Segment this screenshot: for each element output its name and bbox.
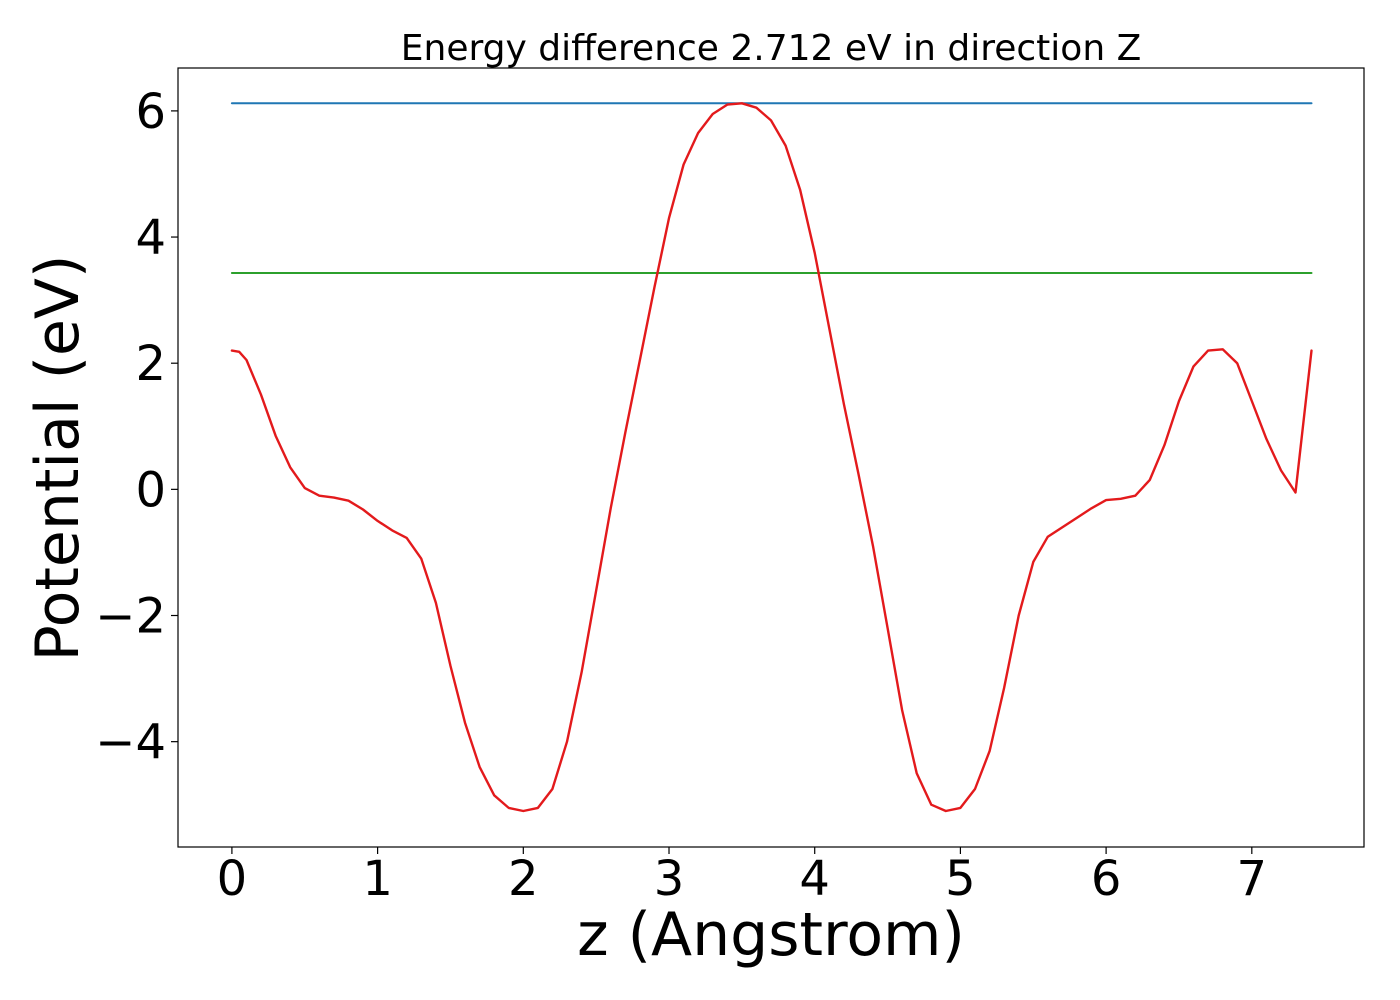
y-axis: −4 −2 0 2 4 6 (95, 84, 178, 771)
y-axis-label: Potential (eV) (23, 255, 93, 662)
y-tick-label: 4 (135, 210, 166, 266)
y-tick-label: −4 (95, 715, 166, 771)
x-tick-label: 3 (654, 851, 685, 907)
chart-title: Energy difference 2.712 eV in direction … (401, 28, 1142, 69)
plot-lines (230, 102, 1313, 813)
potential-curve (230, 102, 1313, 813)
y-tick-label: 2 (135, 336, 166, 392)
y-tick-label: 6 (135, 84, 166, 140)
x-tick-label: 2 (508, 851, 539, 907)
y-tick-label: −2 (95, 589, 166, 645)
x-tick-label: 1 (362, 851, 393, 907)
y-tick-label: 0 (135, 462, 166, 518)
x-tick-label: 7 (1237, 851, 1268, 907)
x-tick-label: 6 (1091, 851, 1122, 907)
x-axis-label: z (Angstrom) (577, 900, 965, 970)
x-tick-label: 5 (945, 851, 976, 907)
x-axis: 0 1 2 3 4 5 6 7 (217, 847, 1267, 907)
plot-frame (177, 67, 1365, 848)
x-tick-label: 4 (799, 851, 830, 907)
x-tick-label: 0 (217, 851, 248, 907)
